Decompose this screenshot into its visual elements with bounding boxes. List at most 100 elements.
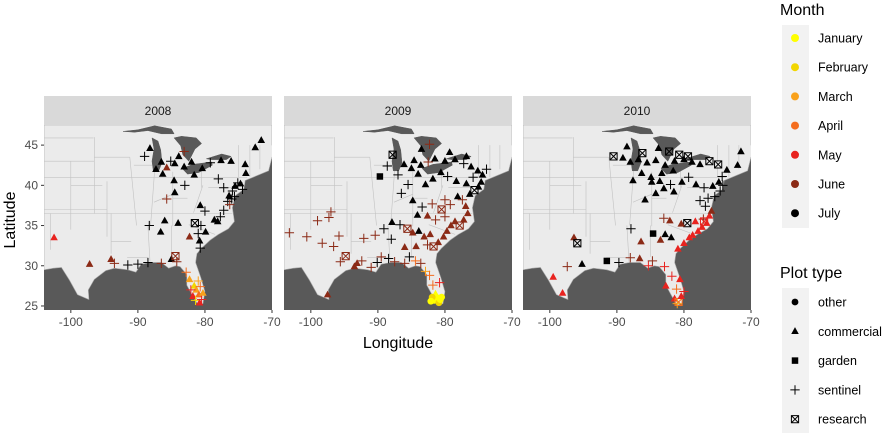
y-tick-label: 45 [25, 138, 39, 152]
data-point [107, 255, 115, 263]
data-point [647, 177, 656, 185]
great-lake [602, 125, 654, 135]
data-point [474, 166, 482, 174]
data-point [217, 156, 225, 164]
data-point [335, 257, 346, 267]
data-point [467, 162, 475, 170]
data-point [437, 168, 445, 176]
data-point [702, 218, 711, 226]
state-border [369, 157, 377, 226]
data-point [688, 231, 697, 238]
data-point [408, 228, 417, 236]
shape-legend-key [791, 298, 799, 306]
y-tick-label: 35 [25, 219, 39, 233]
data-point [717, 171, 727, 182]
data-point [691, 217, 700, 225]
data-point [674, 244, 682, 252]
data-point [562, 261, 572, 272]
color-legend-key [791, 63, 799, 72]
color-legend-key [791, 34, 799, 42]
state-border [193, 185, 204, 213]
data-point [410, 256, 421, 266]
data-point [192, 285, 201, 293]
data-point [665, 147, 674, 156]
data-point [459, 215, 468, 223]
shape-legend-label: other [818, 296, 847, 310]
data-point [429, 174, 437, 182]
data-point [386, 234, 396, 244]
data-point [241, 160, 249, 168]
facet-strip-label: 2008 [145, 104, 172, 118]
data-point [85, 260, 94, 267]
data-point [408, 196, 417, 204]
data-point [198, 164, 207, 172]
data-point [423, 211, 432, 219]
color-legend-label: January [818, 32, 863, 46]
data-point [417, 202, 427, 212]
great-lake [421, 161, 453, 175]
shape-legend-label: research [818, 413, 867, 427]
color-legend-label: February [818, 61, 869, 75]
data-point [389, 257, 400, 267]
data-point [359, 233, 369, 244]
color-legend-label: July [818, 207, 841, 221]
y-tick-label: 25 [25, 299, 39, 313]
data-point [341, 252, 350, 261]
data-point [123, 260, 133, 270]
data-point [459, 158, 469, 169]
data-point [662, 281, 670, 289]
data-point [677, 219, 686, 227]
data-point [654, 144, 663, 152]
data-point [186, 285, 196, 295]
state-border [393, 193, 413, 203]
data-point [251, 143, 260, 151]
data-point [417, 161, 425, 168]
data-point [284, 228, 295, 238]
data-point [447, 221, 455, 229]
data-point [430, 215, 441, 225]
data-point [715, 177, 723, 185]
color-legend-label: May [818, 148, 842, 162]
data-point [166, 156, 176, 166]
data-point [477, 177, 485, 185]
data-point [672, 298, 682, 309]
data-point [193, 228, 203, 239]
x-tick-label: -70 [263, 315, 281, 329]
data-point [723, 165, 731, 173]
data-point [50, 233, 58, 241]
data-point [421, 180, 430, 188]
data-point [703, 193, 713, 203]
data-point [443, 227, 451, 234]
data-point [357, 256, 367, 266]
state-border [129, 157, 137, 226]
color-legend-label: June [818, 178, 845, 192]
facet-strip [523, 96, 751, 125]
data-point [481, 164, 492, 174]
x-tick-label: -100 [59, 315, 83, 329]
data-point [139, 151, 150, 162]
data-point [196, 220, 206, 231]
data-point [428, 280, 438, 290]
data-point [404, 252, 415, 262]
data-point [189, 292, 197, 300]
color-legend-key [791, 92, 799, 101]
data-point [661, 230, 669, 238]
data-point [634, 155, 643, 163]
data-point [692, 180, 700, 188]
data-point [679, 286, 689, 297]
data-point [649, 230, 657, 237]
data-point [353, 259, 361, 267]
data-point [688, 157, 696, 165]
data-point [185, 275, 194, 283]
data-point [705, 157, 714, 166]
data-point [334, 231, 344, 241]
data-point [415, 227, 423, 234]
state-border [428, 224, 456, 235]
data-point [718, 180, 728, 191]
data-point [426, 230, 434, 238]
data-point [383, 253, 394, 264]
data-point [396, 188, 407, 199]
data-point [715, 186, 725, 196]
data-point [185, 232, 194, 240]
